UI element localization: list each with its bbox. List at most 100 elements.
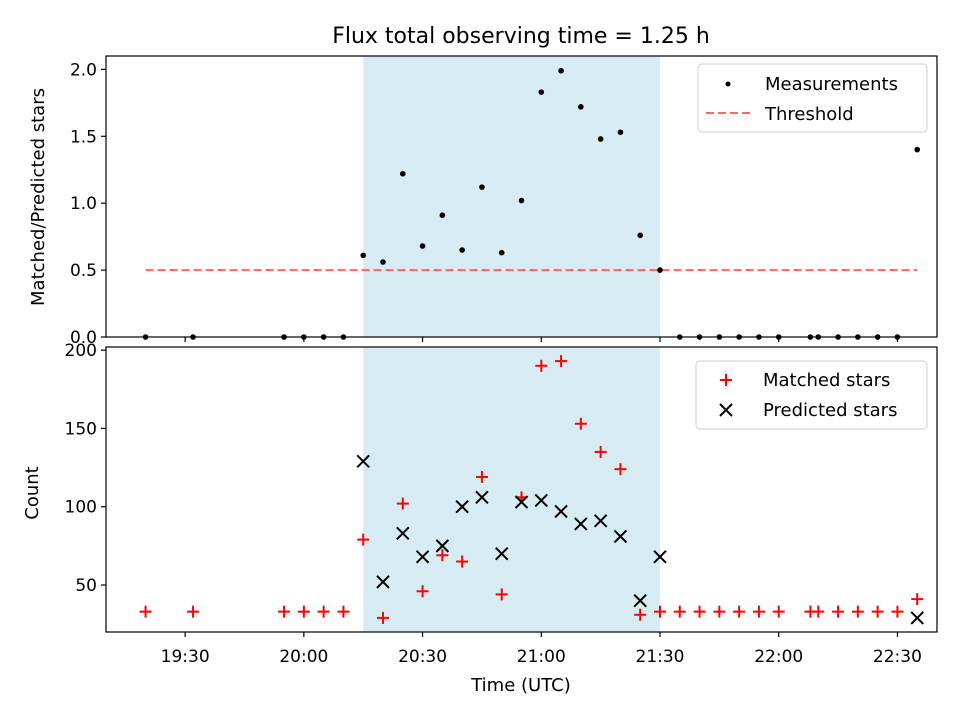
measurement-point	[558, 67, 564, 74]
predicted-point	[495, 546, 509, 561]
x-tick-label: 20:00	[279, 647, 328, 667]
predicted-point	[633, 593, 647, 608]
matched-point	[377, 611, 389, 624]
matched-point	[535, 359, 548, 372]
measurement-point	[914, 146, 921, 153]
matched-point	[574, 417, 587, 430]
matched-point	[851, 605, 864, 618]
matched-legend-label: Matched stars	[763, 370, 890, 391]
measurement-point	[578, 104, 584, 110]
measurement-points	[142, 67, 921, 340]
bottom-x-axis: 19:30 20:00 20:30 21:00 21:30 22:00 22:30	[161, 632, 922, 667]
predicted-point	[514, 495, 529, 509]
bottom-axes-frame	[105, 346, 938, 633]
measurement-point	[479, 184, 485, 190]
bottom-legend-box	[695, 360, 928, 430]
predicted-point	[574, 517, 588, 531]
matched-point	[673, 605, 686, 618]
top-axes-frame	[105, 55, 938, 338]
predicted-point	[396, 526, 410, 541]
matched-point	[871, 605, 884, 618]
x-tick-label: 19:30	[161, 647, 210, 667]
measurement-point	[360, 252, 367, 259]
bottom-y-axis: 50 100 150 200	[65, 341, 106, 596]
bottom-y-tick-label: 150	[65, 419, 97, 439]
top-panel: 0.00.51.01.52.0 Matched/Predicted stars …	[28, 55, 938, 348]
top-y-axis: 0.0 0.5 1.0 1.5 2.0	[70, 60, 106, 348]
matched-point	[337, 605, 350, 618]
predicted-point	[415, 550, 430, 564]
x-tick-label: 20:30	[398, 647, 447, 667]
matched-point	[475, 470, 488, 483]
matched-point	[891, 605, 904, 618]
threshold-legend-label: Threshold	[764, 104, 854, 125]
matched-point	[555, 355, 568, 368]
matched-point	[634, 608, 647, 621]
measurements-legend-label: Measurements	[765, 74, 898, 95]
predicted-legend-label: Predicted stars	[763, 400, 897, 421]
matched-point	[456, 555, 469, 568]
predicted-point	[435, 539, 450, 553]
measurement-point	[637, 232, 644, 239]
x-tick-label: 21:30	[636, 647, 685, 667]
bottom-y-tick-label: 100	[65, 498, 97, 518]
matched-point	[812, 605, 825, 618]
matched-point	[733, 605, 746, 618]
measurement-point	[399, 170, 406, 177]
measurement-point	[459, 247, 465, 253]
top-legend-box	[697, 63, 928, 133]
matched-point	[832, 605, 845, 618]
matched-legend-marker	[720, 374, 732, 386]
predicted-point	[613, 529, 628, 544]
top-y-tick-label: 1.0	[70, 194, 97, 214]
matched-point	[911, 593, 924, 606]
x-tick-label: 21:00	[517, 647, 566, 667]
top-y-tick-label: 2.0	[70, 60, 97, 80]
measurements-legend-marker	[725, 81, 731, 87]
count-points	[139, 355, 924, 625]
predicted-point	[356, 454, 370, 469]
x-tick-label: 22:00	[754, 647, 803, 667]
matched-point	[495, 588, 508, 601]
top-y-tick-label: 0.5	[70, 261, 97, 281]
top-y-tick-label: 0.0	[70, 328, 97, 348]
bottom-y-tick-label: 50	[75, 576, 97, 596]
measurement-point	[597, 136, 604, 142]
top-x-ticks	[184, 337, 899, 342]
matched-point	[139, 605, 152, 618]
predicted-point	[593, 514, 608, 528]
predicted-point	[554, 504, 568, 519]
matched-point	[278, 605, 291, 618]
matched-point	[693, 605, 706, 618]
matched-point	[317, 605, 330, 618]
measurement-point	[518, 197, 525, 204]
matched-point	[357, 533, 370, 546]
matched-point	[416, 585, 429, 598]
top-observing-interval	[363, 56, 660, 337]
matched-point	[436, 549, 449, 562]
matched-point	[297, 605, 310, 618]
bottom-y-tick-label: 200	[65, 341, 97, 361]
chart-title: Flux total observing time = 1.25 h	[332, 24, 710, 49]
measurement-point	[538, 89, 545, 95]
predicted-point	[376, 575, 390, 589]
x-axis-label: Time (UTC)	[470, 675, 571, 696]
predicted-point	[455, 500, 469, 514]
measurement-point	[498, 249, 505, 256]
measurement-point	[419, 243, 426, 249]
matched-point	[614, 463, 627, 476]
matched-point	[594, 445, 607, 458]
predicted-legend-marker	[719, 403, 733, 417]
measurement-point	[380, 259, 386, 265]
bottom-legend: Matched stars Predicted stars	[695, 360, 928, 430]
predicted-point	[475, 490, 489, 505]
bottom-panel: 50 100 150 200 19:30 20:00 20:30 21:00 21:30 22:…	[22, 341, 938, 696]
bottom-y-label: Count	[22, 466, 43, 519]
matched-point	[752, 605, 765, 618]
x-tick-label: 22:30	[873, 647, 922, 667]
measurement-point	[617, 129, 624, 136]
top-legend: Measurements Threshold	[697, 63, 928, 133]
matched-point	[772, 605, 785, 618]
top-y-label: Matched/Predicted stars	[28, 88, 49, 306]
